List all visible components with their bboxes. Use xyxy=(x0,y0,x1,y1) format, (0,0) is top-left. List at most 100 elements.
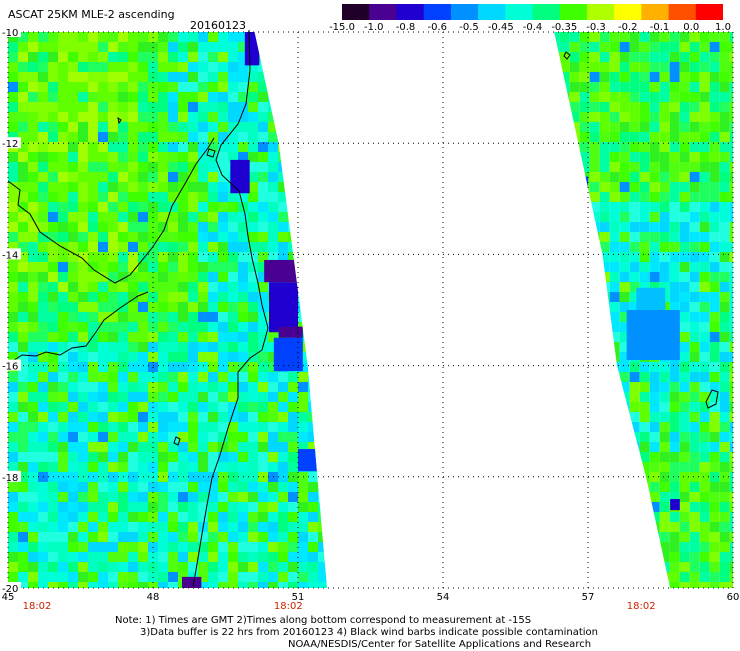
data-cell xyxy=(328,392,338,402)
data-cell xyxy=(28,242,38,252)
data-cell xyxy=(108,562,118,572)
data-cell xyxy=(108,312,118,322)
data-cell xyxy=(540,512,550,522)
data-cell xyxy=(48,362,58,372)
data-cell xyxy=(218,442,228,452)
data-cell xyxy=(198,452,208,462)
data-cell xyxy=(58,482,68,492)
data-cell xyxy=(28,532,38,542)
data-cell xyxy=(88,252,98,262)
data-cell xyxy=(178,352,188,362)
data-cell xyxy=(689,52,700,62)
data-cell xyxy=(48,272,58,282)
data-cell xyxy=(178,132,188,142)
data-cell xyxy=(118,82,128,92)
data-cell xyxy=(118,72,128,82)
data-cell xyxy=(188,562,198,572)
data-cell xyxy=(554,42,560,52)
data-cell xyxy=(28,132,38,142)
data-cell xyxy=(540,292,550,302)
data-cell xyxy=(679,472,690,482)
data-cell xyxy=(268,32,278,42)
data-cell xyxy=(659,182,670,192)
data-cell xyxy=(248,252,258,262)
data-cell xyxy=(98,262,108,272)
data-cell xyxy=(138,282,148,292)
data-cell xyxy=(649,512,660,522)
data-cell xyxy=(78,202,88,212)
data-cell xyxy=(639,552,650,562)
data-cell xyxy=(729,112,733,122)
data-cell xyxy=(258,172,268,182)
data-cell xyxy=(689,452,700,462)
data-cell xyxy=(554,92,560,102)
data-cell xyxy=(188,422,198,432)
data-cell xyxy=(298,222,308,232)
data-cell xyxy=(709,32,720,42)
data-cell xyxy=(38,532,48,542)
x-tick-label: 57 xyxy=(582,592,595,603)
data-cell xyxy=(639,482,650,492)
data-cell xyxy=(699,272,710,282)
data-cell xyxy=(699,162,710,172)
data-cell xyxy=(619,402,630,412)
data-cell xyxy=(118,102,128,112)
data-cell xyxy=(609,302,620,312)
data-cell xyxy=(198,132,208,142)
data-cell xyxy=(679,262,690,272)
data-cell xyxy=(238,112,248,122)
data-cell xyxy=(228,502,238,512)
data-cell xyxy=(318,32,327,42)
data-cell xyxy=(308,362,318,372)
data-cell xyxy=(709,382,720,392)
data-cell xyxy=(719,202,730,212)
y-tick-label-bg xyxy=(1,137,21,149)
data-cell xyxy=(559,62,570,72)
data-cell xyxy=(669,562,680,572)
data-cell xyxy=(659,262,670,272)
data-cell xyxy=(118,482,128,492)
data-cell xyxy=(198,572,208,582)
data-cell xyxy=(178,252,188,262)
data-cell xyxy=(118,62,128,72)
data-cell xyxy=(328,42,338,52)
data-cell xyxy=(68,492,78,502)
data-cell xyxy=(559,492,570,502)
data-cell xyxy=(338,32,348,42)
data-cell xyxy=(599,102,610,112)
data-cell xyxy=(288,462,298,472)
data-cell xyxy=(198,82,208,92)
coastline xyxy=(7,29,719,587)
data-cell xyxy=(308,382,318,392)
data-cell xyxy=(8,382,18,392)
data-cell xyxy=(108,72,118,82)
data-cell xyxy=(188,312,198,322)
data-cell xyxy=(48,102,58,112)
data-cell xyxy=(58,552,68,562)
data-cell xyxy=(218,302,228,312)
data-cell xyxy=(188,42,198,52)
data-cell xyxy=(338,112,348,122)
data-cell xyxy=(609,72,620,82)
data-cell xyxy=(248,292,258,302)
data-cell xyxy=(98,412,108,422)
data-cell xyxy=(669,132,680,142)
data-cell xyxy=(559,412,570,422)
data-cell xyxy=(178,292,188,302)
data-cell xyxy=(308,162,318,172)
data-cell xyxy=(719,42,730,52)
data-cell xyxy=(198,92,208,102)
data-cell xyxy=(719,562,730,572)
data-cell xyxy=(649,532,660,542)
data-cell xyxy=(78,232,88,242)
data-cell xyxy=(649,422,660,432)
data-cell xyxy=(178,362,188,372)
data-cell xyxy=(8,332,18,342)
data-cell xyxy=(689,532,700,542)
data-cell xyxy=(540,92,550,102)
data-cell xyxy=(158,352,168,362)
data-cell xyxy=(218,232,228,242)
data-cell xyxy=(128,422,138,432)
data-cell xyxy=(589,552,600,562)
data-cell xyxy=(669,62,680,72)
